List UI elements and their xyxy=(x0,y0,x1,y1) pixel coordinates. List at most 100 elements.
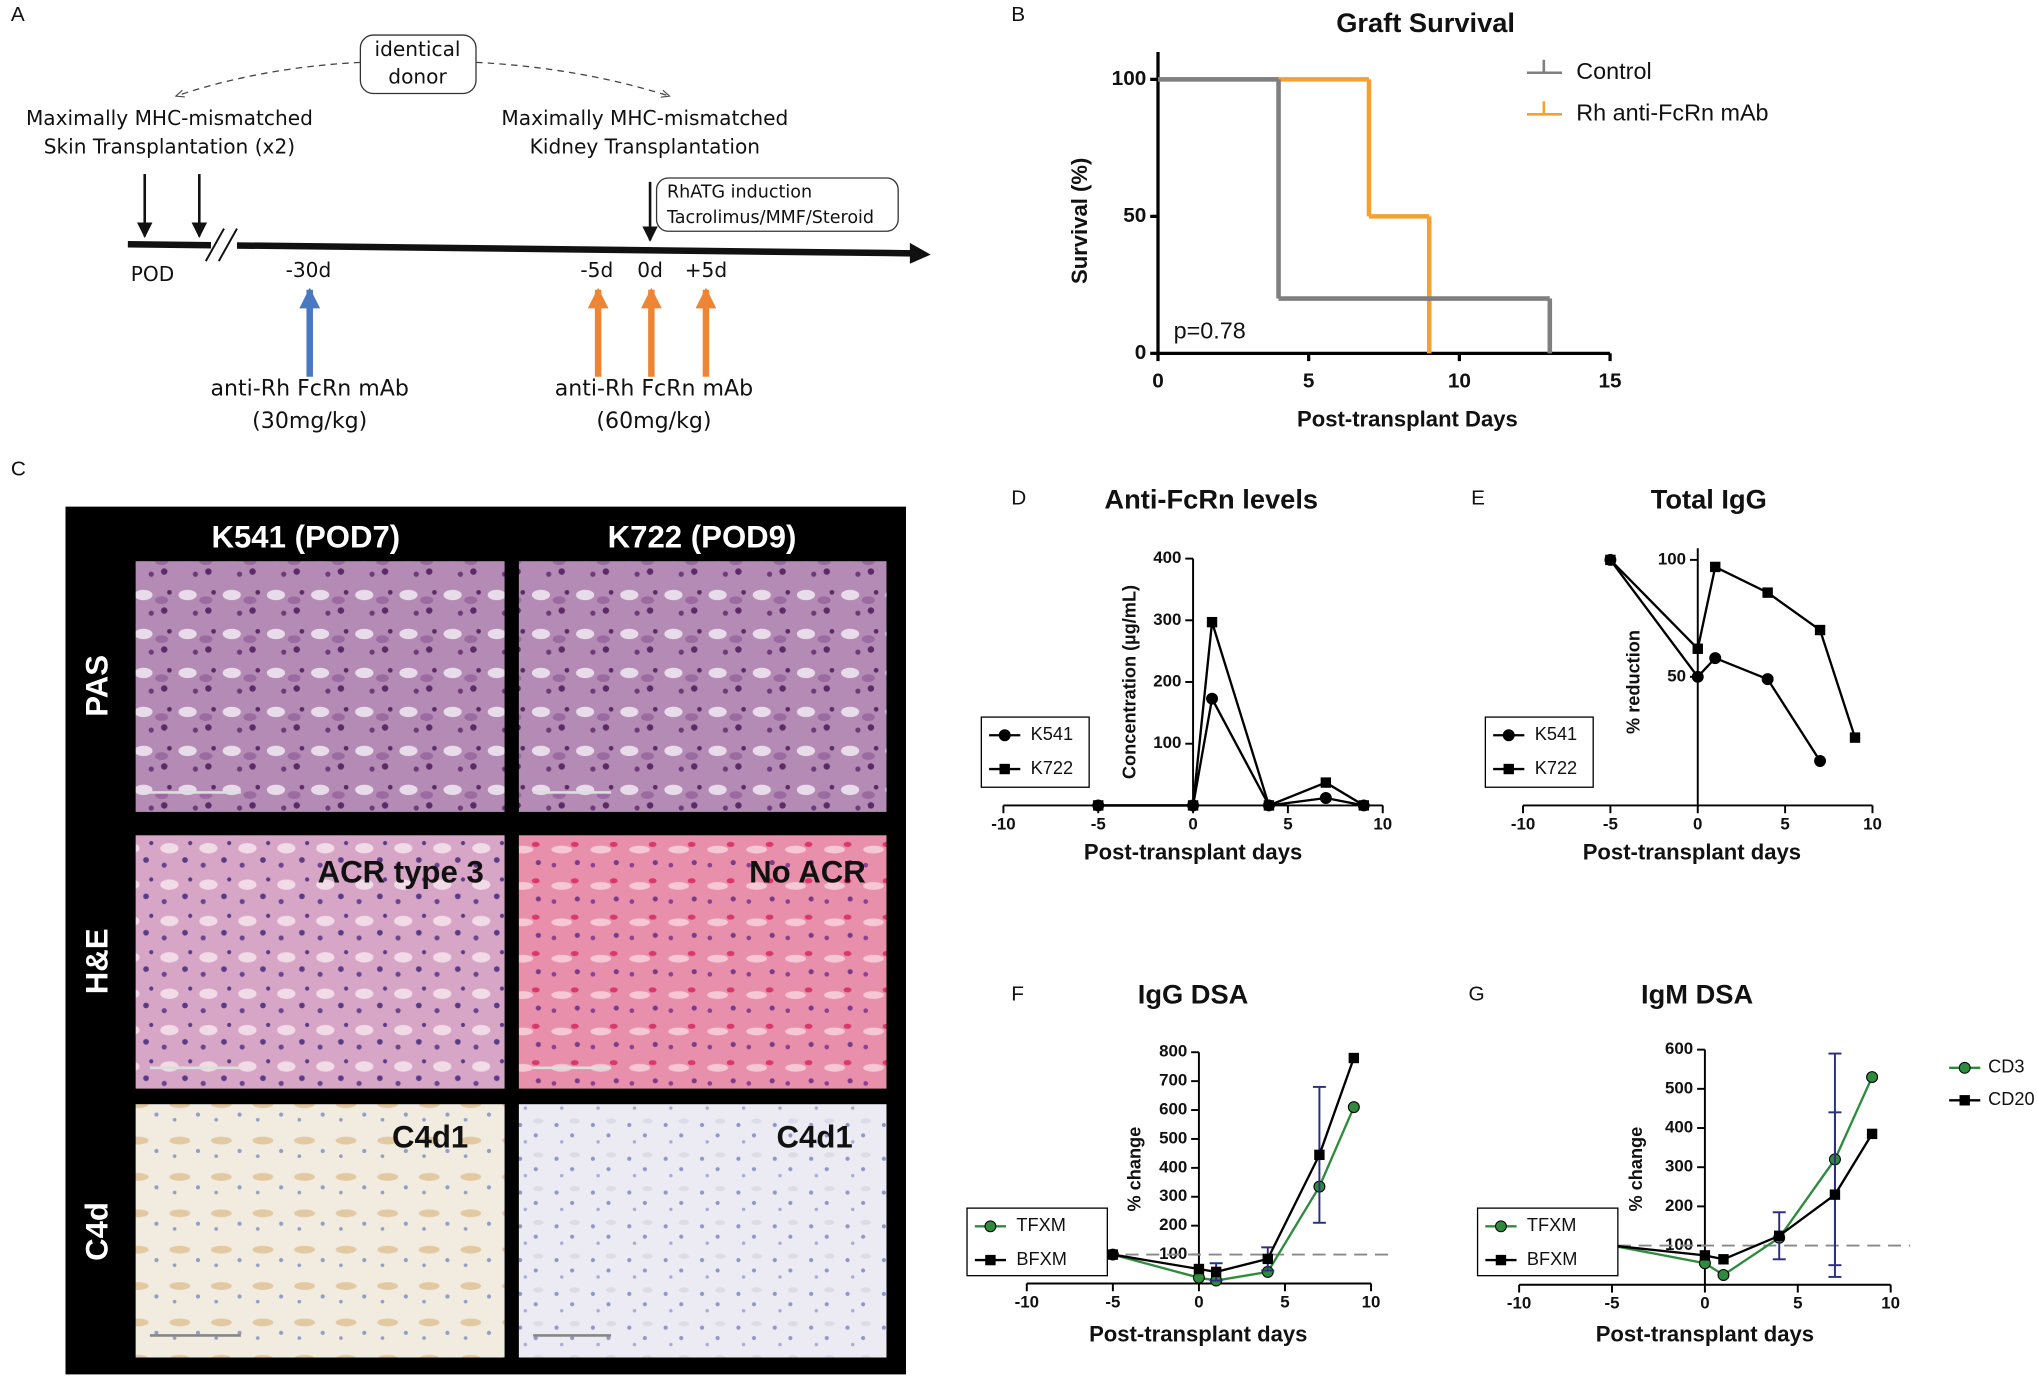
marker xyxy=(1187,800,1199,811)
y-tick-label: 300 xyxy=(1153,610,1181,629)
x-tick-label: 10 xyxy=(1373,814,1392,833)
y-tick-label: 200 xyxy=(1665,1196,1693,1215)
legend-label: CD3 xyxy=(1988,1057,2024,1077)
y-tick-label: 50 xyxy=(1667,666,1686,685)
marker xyxy=(1814,624,1826,636)
x-tick-label: -5 xyxy=(1091,814,1106,833)
marker xyxy=(984,1220,997,1233)
x-tick-label: -10 xyxy=(1015,1292,1039,1311)
chart-title: Total IgG xyxy=(1651,484,1767,515)
legend-label: K722 xyxy=(1031,758,1073,778)
legend-label: TFXM xyxy=(1527,1215,1576,1235)
timeline xyxy=(127,240,913,257)
y-tick-label: 100 xyxy=(1658,549,1686,568)
y-tick-label: 400 xyxy=(1153,548,1181,567)
y-tick-label: 500 xyxy=(1159,1128,1187,1147)
y-axis-label: % reduction xyxy=(1624,630,1644,734)
legend-label: CD20 xyxy=(1988,1089,2034,1109)
chart-title: Graft Survival xyxy=(1336,7,1515,38)
x-tick-label: 5 xyxy=(1303,369,1315,392)
x-tick-label: -5 xyxy=(1605,1294,1620,1313)
marker xyxy=(1495,1254,1507,1266)
marker xyxy=(1692,643,1703,654)
donor-text: identical xyxy=(375,37,461,61)
panel-label: G xyxy=(1468,983,1484,1006)
marker xyxy=(1206,616,1218,628)
panel-label: A xyxy=(11,3,25,26)
legend-label: K541 xyxy=(1031,724,1073,744)
legend-label: K541 xyxy=(1535,724,1577,744)
legend-label: Rh anti-FcRn mAb xyxy=(1576,99,1768,125)
x-tick-label: 5 xyxy=(1780,814,1789,833)
marker xyxy=(1866,1071,1879,1084)
legend-label: TFXM xyxy=(1016,1215,1065,1235)
x-axis-label: Post-transplant days xyxy=(1089,1321,1307,1346)
marker xyxy=(1958,1061,1971,1074)
timeline-break xyxy=(217,228,238,262)
marker xyxy=(1320,777,1332,788)
panel-label: E xyxy=(1471,486,1485,509)
chart-title: IgM DSA xyxy=(1641,979,1753,1010)
y-tick-label: 100 xyxy=(1153,733,1181,752)
regimen-text: RhATG induction xyxy=(667,182,812,202)
y-tick-label: 50 xyxy=(1123,204,1146,227)
y-tick-label: 100 xyxy=(1112,67,1147,90)
x-tick-label: 5 xyxy=(1793,1294,1802,1313)
dose-text: (60mg/kg) xyxy=(596,409,711,434)
timepoint: -30d xyxy=(286,258,332,282)
y-tick-label: 0 xyxy=(1135,341,1147,364)
x-tick-label: -10 xyxy=(1507,1294,1531,1313)
chart-title: IgG DSA xyxy=(1138,979,1249,1010)
series-line xyxy=(1112,1057,1355,1274)
x-tick-label: 5 xyxy=(1280,1292,1289,1311)
y-axis-label: % change xyxy=(1626,1127,1646,1212)
x-tick-label: 5 xyxy=(1283,814,1292,833)
series-line xyxy=(1112,1106,1355,1282)
donor-text: donor xyxy=(388,64,447,88)
y-tick-label: 400 xyxy=(1159,1157,1187,1176)
y-tick-label: 100 xyxy=(1159,1244,1187,1263)
y-tick-label: 200 xyxy=(1153,671,1181,690)
legend-label: K722 xyxy=(1535,758,1577,778)
marker xyxy=(1107,1249,1119,1260)
histology: K541 (POD7) K722 (POD9) PAS H&E C4d ACR … xyxy=(65,506,906,1375)
x-tick-label: 0 xyxy=(1194,1292,1203,1311)
histology-image xyxy=(518,1104,887,1358)
annotation: No ACR xyxy=(749,854,866,889)
marker xyxy=(1263,800,1275,811)
dose-text: anti-Rh FcRn mAb xyxy=(555,377,753,402)
timepoint: +5d xyxy=(685,258,727,282)
panel-label: C xyxy=(11,458,26,481)
y-tick-label: 100 xyxy=(1665,1235,1693,1254)
marker xyxy=(1503,763,1514,775)
regimen-box xyxy=(655,177,899,232)
y-tick-label: 800 xyxy=(1159,1042,1187,1061)
marker xyxy=(1093,800,1104,811)
timepoint: 0d xyxy=(637,258,663,282)
chart-title: Anti-FcRn levels xyxy=(1104,484,1318,515)
series-line xyxy=(1611,1076,1874,1277)
x-axis-label: Post-transplant days xyxy=(1596,1321,1814,1346)
x-tick-label: 0 xyxy=(1188,814,1197,833)
histology-image xyxy=(135,835,505,1089)
timepoint: POD xyxy=(131,262,174,286)
marker xyxy=(1605,554,1616,566)
marker xyxy=(1710,561,1721,573)
marker xyxy=(1502,729,1515,742)
x-axis-label: Post-transplant days xyxy=(1583,839,1801,864)
y-tick-label: 400 xyxy=(1665,1117,1693,1136)
row-label: C4d xyxy=(80,1202,115,1261)
marker xyxy=(1262,1253,1273,1265)
annotation: C4d1 xyxy=(777,1120,853,1155)
histology-image xyxy=(135,1104,505,1358)
marker xyxy=(999,763,1010,775)
x-tick-label: 10 xyxy=(1863,814,1882,833)
skin-text: Skin Transplantation (x2) xyxy=(44,135,295,159)
marker xyxy=(1709,652,1722,665)
x-tick-label: 15 xyxy=(1599,369,1622,392)
x-tick-label: 10 xyxy=(1881,1294,1900,1313)
column-title: K541 (POD7) xyxy=(211,519,400,554)
x-tick-label: 10 xyxy=(1448,369,1471,392)
y-axis-label: Concentration (µg/mL) xyxy=(1120,585,1140,779)
histology-image xyxy=(518,835,887,1089)
